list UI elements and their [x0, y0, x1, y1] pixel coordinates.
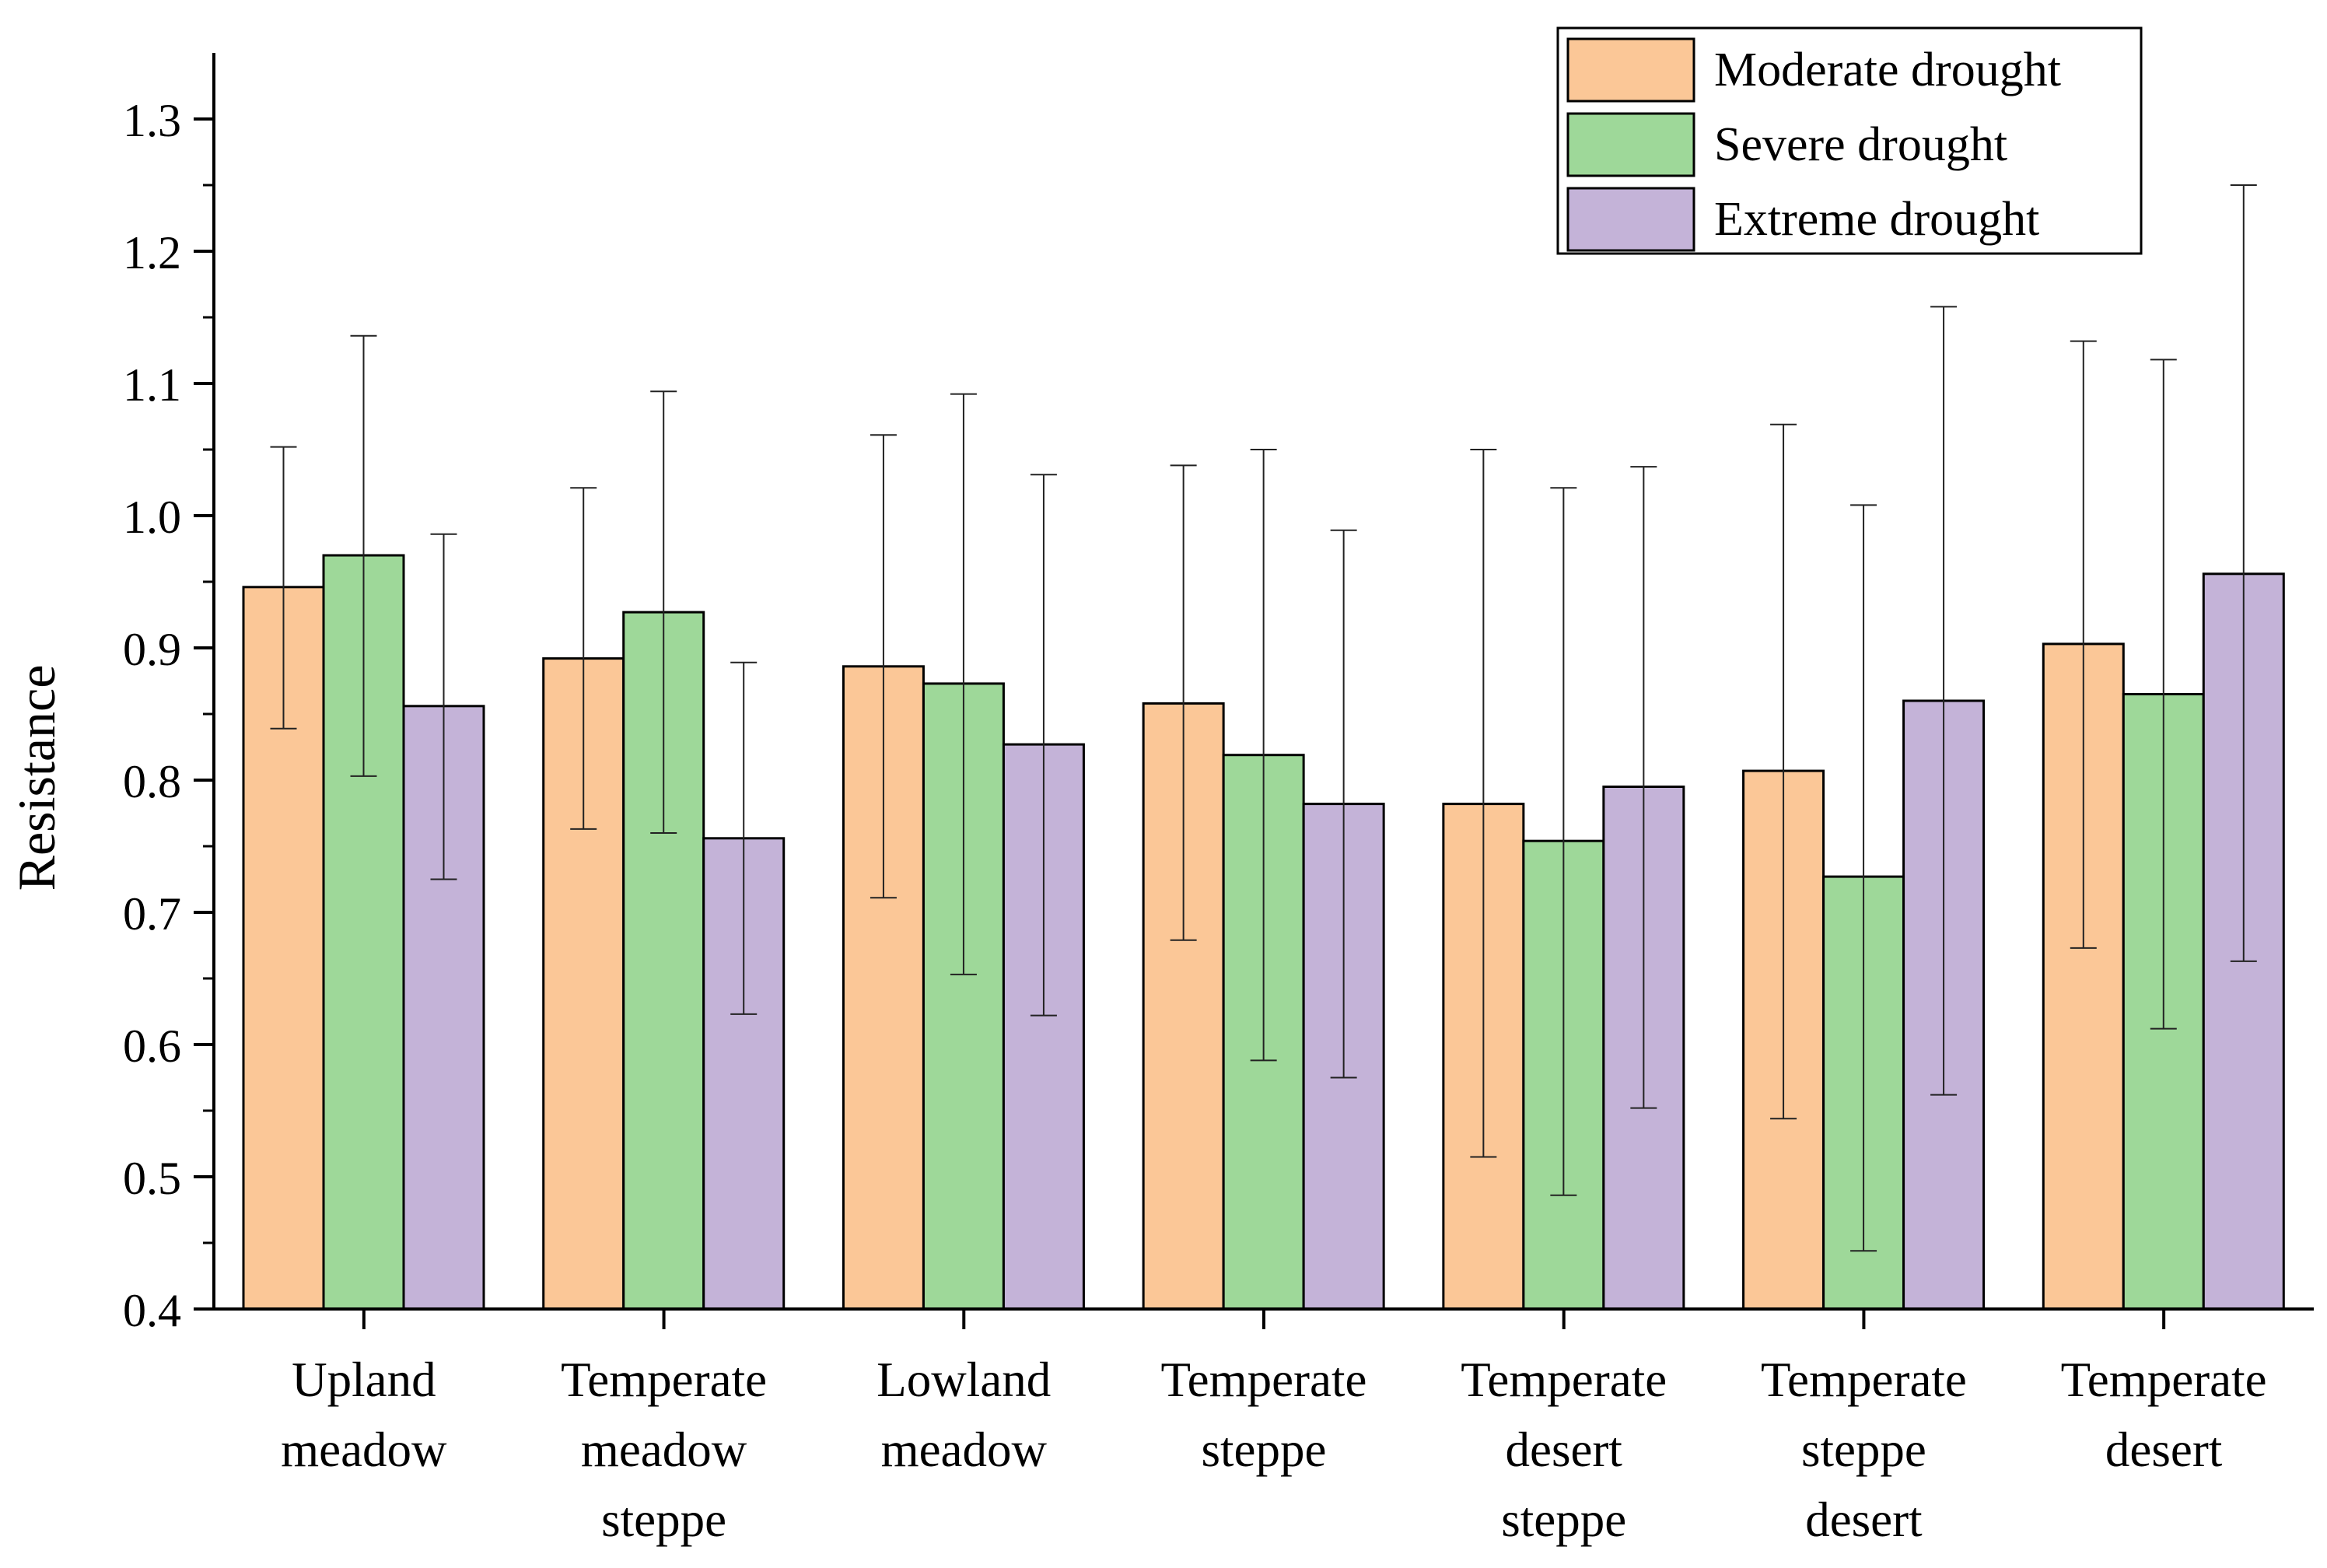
x-tick-label-5-1: Temperate	[1461, 1353, 1667, 1407]
x-tick-label-1-2: meadow	[281, 1423, 447, 1477]
x-tick-label-7-2: desert	[2105, 1423, 2223, 1477]
legend-label-1: Moderate drought	[1714, 44, 2061, 96]
y-tick-label-3: 0.6	[123, 1020, 181, 1072]
y-tick-label-5: 0.8	[123, 756, 181, 807]
x-tick-label-2-3: steppe	[601, 1493, 726, 1547]
x-tick-label-4-1: Temperate	[1161, 1353, 1367, 1407]
legend-swatch-1	[1566, 37, 1695, 103]
y-tick-label-10: 1.3	[123, 95, 181, 146]
y-tick-label-6: 0.9	[123, 624, 181, 675]
legend-swatch-2	[1566, 112, 1695, 177]
legend-label-2: Severe drought	[1714, 118, 2007, 171]
x-tick-label-2-1: Temperate	[561, 1353, 767, 1407]
x-tick-label-5-3: steppe	[1501, 1493, 1626, 1547]
x-tick-label-5-2: desert	[1505, 1423, 1622, 1477]
y-tick-label-1: 0.4	[123, 1285, 181, 1336]
y-tick-label-7: 1.0	[123, 492, 181, 543]
x-tick-label-6-1: Temperate	[1761, 1353, 1967, 1407]
y-tick-label-9: 1.2	[123, 227, 181, 278]
x-tick-label-3-1: Lowland	[877, 1353, 1051, 1407]
legend: Moderate drought Severe drought Extreme dr…	[1556, 26, 2143, 255]
y-tick-label-4: 0.7	[123, 888, 181, 940]
bar-3-3	[1002, 743, 1085, 1311]
x-tick-label-3-2: meadow	[881, 1423, 1048, 1477]
x-tick-label-6-2: steppe	[1801, 1423, 1926, 1477]
x-tick-label-1-1: Upland	[292, 1353, 436, 1407]
legend-label-3: Extreme drought	[1714, 193, 2039, 246]
x-tick-label-4-2: steppe	[1202, 1423, 1327, 1477]
x-tick-label-2-2: meadow	[581, 1423, 747, 1477]
x-tick-label-6-3: desert	[1805, 1493, 1923, 1547]
y-axis-title: Resistance	[7, 665, 66, 891]
x-tick-label-7-1: Temperate	[2061, 1353, 2267, 1407]
y-tick-label-2: 0.5	[123, 1153, 181, 1204]
legend-swatch-3	[1566, 187, 1695, 252]
y-tick-label-8: 1.1	[123, 359, 181, 411]
